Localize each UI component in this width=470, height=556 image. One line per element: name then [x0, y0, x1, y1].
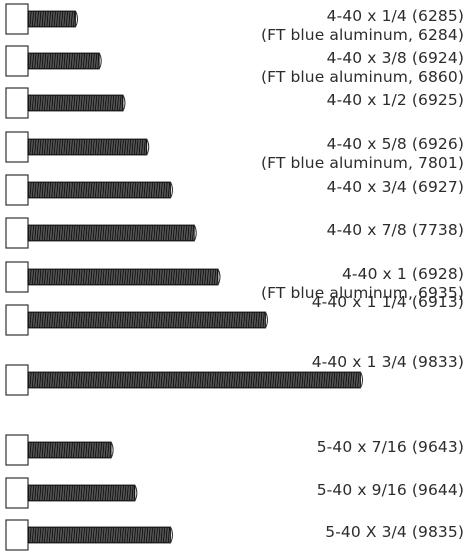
- thread-texture: [28, 442, 111, 458]
- thread-texture: [28, 225, 194, 241]
- alt-part-label: (FT blue aluminum, 6284): [260, 26, 464, 44]
- thread-texture: [28, 269, 218, 285]
- screw-tip: [98, 52, 102, 70]
- thread-texture: [28, 527, 170, 543]
- screw-head: [5, 45, 29, 77]
- screw: [5, 519, 173, 551]
- screw-label: 4-40 x 1/2 (6925): [326, 91, 464, 109]
- screw-tip: [170, 526, 173, 544]
- screw: [5, 217, 197, 249]
- thread-texture: [28, 182, 170, 198]
- screw-tip: [360, 371, 363, 389]
- screw: [5, 131, 150, 163]
- thread-texture: [28, 312, 265, 328]
- screw-label: 4-40 x 1/4 (6285): [326, 7, 464, 25]
- thread-texture: [28, 53, 99, 69]
- screw-tip: [170, 181, 173, 199]
- screw-head: [5, 519, 29, 551]
- thread-texture: [28, 139, 146, 155]
- screw-head: [5, 477, 29, 509]
- screw-head: [5, 87, 29, 119]
- screw-tip: [193, 224, 197, 242]
- screw-head: [5, 3, 29, 35]
- screw-head: [5, 364, 29, 396]
- screw: [5, 45, 102, 77]
- screw-tip: [122, 94, 126, 112]
- screw-tip: [146, 138, 150, 156]
- alt-part-label: (FT blue aluminum, 6860): [260, 68, 464, 86]
- screw-head: [5, 261, 29, 293]
- screw-label: 5-40 x 9/16 (9644): [316, 481, 464, 499]
- screw-tip: [75, 10, 78, 28]
- screw-tip: [217, 268, 221, 286]
- alt-part-label: (FT blue aluminum, 6935): [260, 284, 464, 302]
- screw-thread: [27, 484, 136, 502]
- screw: [5, 174, 173, 206]
- thread-texture: [28, 11, 75, 27]
- screw: [5, 434, 114, 466]
- screw-label: 4-40 x 1 (6928): [341, 265, 464, 283]
- screw: [5, 304, 268, 336]
- screw-label: 4-40 x 1 3/4 (9833): [311, 353, 464, 371]
- screw: [5, 87, 126, 119]
- thread-texture: [28, 485, 135, 501]
- screw-head: [5, 131, 29, 163]
- screw: [5, 261, 221, 293]
- alt-part-label: (FT blue aluminum, 7801): [260, 154, 464, 172]
- screw-tip: [110, 441, 114, 459]
- screw-tip: [265, 311, 268, 329]
- screw: [5, 364, 363, 396]
- screw-tip: [134, 484, 138, 502]
- screw-label: 5-40 X 3/4 (9835): [325, 523, 464, 541]
- thread-texture: [28, 95, 123, 111]
- screw-thread: [27, 441, 112, 459]
- screw: [5, 3, 78, 35]
- screw: [5, 477, 138, 509]
- screw-label: 4-40 x 3/4 (6927): [326, 178, 464, 196]
- screw-head: [5, 174, 29, 206]
- screw-head: [5, 434, 29, 466]
- screw-label: 4-40 x 7/8 (7738): [326, 221, 464, 239]
- screw-head: [5, 217, 29, 249]
- screw-label: 5-40 x 7/16 (9643): [316, 438, 464, 456]
- screw-label: 4-40 x 3/8 (6924): [326, 49, 464, 67]
- screw-head: [5, 304, 29, 336]
- thread-texture: [28, 372, 361, 388]
- screw-label: 4-40 x 1 1/4 (6913): [311, 293, 464, 311]
- screw-label: 4-40 x 5/8 (6926): [326, 135, 464, 153]
